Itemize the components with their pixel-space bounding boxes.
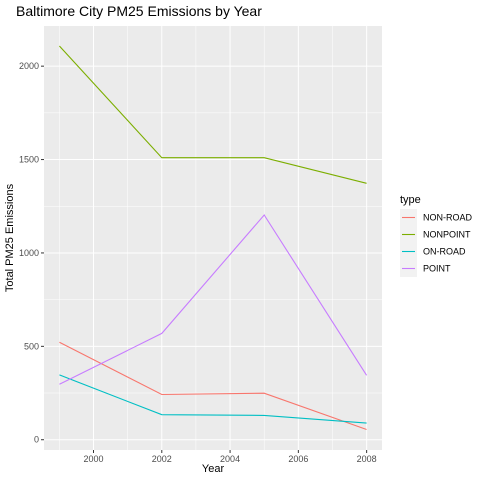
legend: type NON-ROAD NONPOINT ON-ROAD POINT xyxy=(400,194,472,277)
y-tick-label: 1000 xyxy=(19,248,39,258)
y-tick-label: 0 xyxy=(34,435,39,445)
y-axis-title: Total PM25 Emissions xyxy=(4,183,16,292)
series-lines xyxy=(58,45,368,431)
series-line-on-road xyxy=(59,374,367,424)
legend-label: NONPOINT xyxy=(423,230,471,240)
grid-minor xyxy=(44,26,382,450)
legend-label: NON-ROAD xyxy=(423,213,472,223)
y-tick-label: 500 xyxy=(24,341,39,351)
x-axis: 2000 2002 2004 2006 2008 xyxy=(83,450,377,464)
y-axis: 0 500 1000 1500 2000 xyxy=(19,61,44,445)
legend-label: ON-ROAD xyxy=(423,247,466,257)
grid-major xyxy=(44,26,382,450)
x-tick-label: 2002 xyxy=(152,454,172,464)
y-tick-label: 1500 xyxy=(19,155,39,165)
x-axis-title: Year xyxy=(202,463,225,475)
y-tick-label: 2000 xyxy=(19,61,39,71)
series-line-non-road xyxy=(59,341,367,431)
series-line-point xyxy=(59,214,368,385)
plot-panel xyxy=(44,26,382,450)
legend-title: type xyxy=(400,194,421,206)
x-tick-label: 2006 xyxy=(288,454,308,464)
chart-title: Baltimore City PM25 Emissions by Year xyxy=(16,3,262,19)
legend-label: POINT xyxy=(423,264,451,274)
x-tick-label: 2000 xyxy=(83,454,103,464)
series-line-nonpoint xyxy=(58,45,367,184)
x-tick-label: 2008 xyxy=(357,454,377,464)
x-tick-label: 2004 xyxy=(220,454,240,464)
